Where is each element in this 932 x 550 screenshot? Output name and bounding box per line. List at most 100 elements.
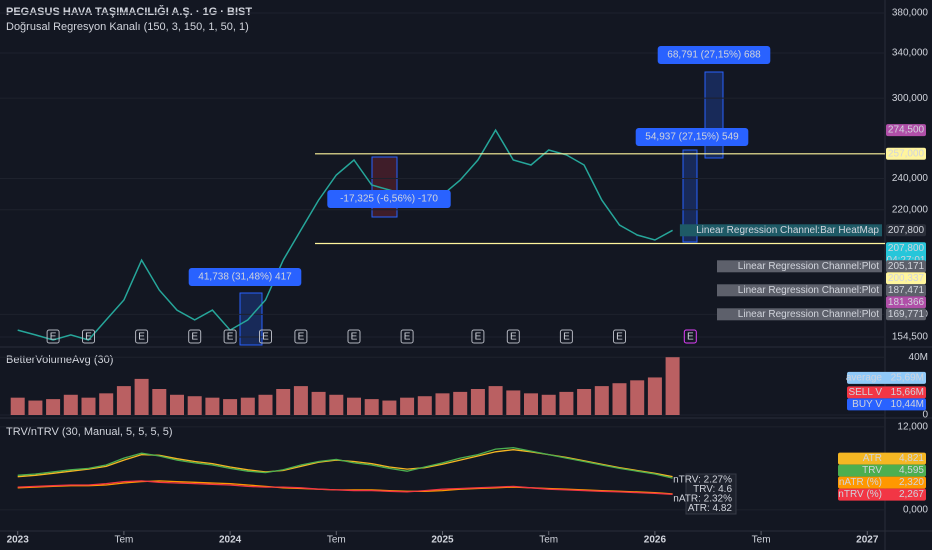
volume-bar: [81, 397, 96, 415]
value-tag-name: SELL V: [848, 387, 882, 398]
indicator-title: Doğrusal Regresyon Kanalı (150, 3, 150, …: [6, 21, 249, 33]
indicator-tag-label: Linear Regression Channel:Plot: [738, 309, 879, 320]
volume-bar: [382, 400, 397, 415]
x-tick-label: Tem: [327, 535, 346, 546]
value-tag: [847, 398, 926, 411]
x-tick-label: Tem: [114, 535, 133, 546]
volume-bar: [435, 393, 450, 415]
price-tag-label: 207,800: [888, 243, 925, 254]
volume-bar: [240, 397, 255, 415]
earnings-marker: [259, 329, 272, 344]
indicator-tag-label: Linear Regression Channel:Bar HeatMap: [696, 225, 879, 236]
volume-bar: [417, 396, 432, 415]
value-tag-label: 15,66M: [891, 387, 924, 398]
value-tag-label: 4,595: [899, 465, 924, 476]
value-tag-name: TRV: [862, 465, 882, 476]
x-tick-label: 2023: [7, 535, 30, 546]
chart-title: PEGASUS HAVA TAŞIMACILIĞI A.Ş. · 1G · BI…: [6, 5, 252, 18]
price-tag: [886, 272, 926, 285]
earnings-marker: [683, 329, 697, 344]
earnings-marker: [223, 329, 237, 344]
value-tag-name: average: [846, 373, 883, 384]
earnings-marker: [400, 329, 414, 344]
value-tag-label: 25,69M: [891, 373, 924, 384]
volume-bar: [170, 394, 184, 415]
price-tag: [886, 124, 926, 137]
earnings-label: E: [616, 332, 623, 343]
value-tag: [838, 476, 926, 489]
earnings-marker: [135, 329, 149, 344]
volume-bar: [347, 397, 361, 415]
y-tick-label: 300,000: [892, 93, 929, 104]
volume-bar: [470, 389, 485, 415]
earnings-label: E: [138, 332, 145, 343]
value-tag: [838, 452, 926, 465]
measure-zone: [239, 292, 263, 346]
y-tick-label: 0: [922, 410, 928, 421]
price-tag-label: 200,337: [888, 273, 925, 284]
volume-bar: [524, 393, 538, 415]
price-tag: [886, 308, 926, 321]
tooltip-line: TRV: 4.6: [693, 484, 732, 495]
value-tag-name: nATR (%): [839, 477, 882, 488]
volume-bar: [612, 383, 627, 415]
earnings-label: E: [191, 332, 198, 343]
y-tick-label: 154,500: [892, 332, 929, 343]
earnings-marker: [347, 329, 361, 344]
value-tag: [847, 371, 926, 384]
measure-label-box: [657, 46, 771, 64]
price-tag-label: 274,500: [888, 125, 925, 136]
value-tag-label: 10,44M: [891, 399, 924, 410]
x-tick-label: 2026: [644, 535, 667, 546]
value-tag-label: 4,821: [899, 453, 924, 464]
volume-bar: [329, 394, 344, 415]
volume-bar: [630, 380, 645, 415]
volume-bar: [258, 394, 273, 415]
y-tick-label: 12,000: [897, 422, 928, 433]
earnings-label: E: [85, 332, 92, 343]
earnings-label: E: [475, 332, 482, 343]
price-tag: [886, 284, 926, 297]
indicator-tag: [679, 224, 882, 237]
measure-label-box: [327, 190, 451, 208]
measure-label: 41,738 (31,48%) 417: [198, 272, 292, 283]
price-tag: [886, 224, 926, 237]
price-tag-label: 207,800: [888, 225, 925, 236]
volume-bar: [364, 399, 379, 415]
tooltip-line: nATR: 2.32%: [673, 494, 732, 505]
volume-bar: [293, 386, 308, 415]
measure-label-box: [635, 128, 749, 146]
indicator-line: [17, 480, 673, 495]
volume-bar: [311, 391, 326, 415]
value-tag-label: 2,267: [899, 489, 924, 500]
indicator-line: [17, 447, 673, 479]
measure-label: 54,937 (27,15%) 549: [645, 132, 739, 143]
measure-label-box: [188, 268, 302, 286]
measure-zone: [682, 149, 698, 243]
volume-bar: [276, 389, 291, 415]
volume-bar: [99, 393, 114, 415]
volume-bar: [400, 397, 415, 415]
earnings-marker: [613, 329, 626, 344]
earnings-label: E: [404, 332, 411, 343]
x-tick-label: 2024: [219, 535, 242, 546]
volume-bar: [152, 389, 167, 415]
earnings-label: E: [687, 332, 694, 343]
volume-bar: [506, 390, 521, 415]
price-tag-label: 187,471: [888, 285, 925, 296]
volume-bar: [488, 386, 503, 415]
indicator-tag-label: Linear Regression Channel:Plot: [738, 261, 879, 272]
volume-bar: [453, 391, 468, 415]
earnings-marker: [188, 329, 202, 344]
volume-bar: [577, 389, 592, 415]
volume-bar: [665, 357, 680, 415]
price-tag-label: 205,171: [888, 261, 925, 272]
x-tick-label: 2025: [431, 535, 454, 546]
indicator-tag: [717, 284, 882, 297]
earnings-label: E: [298, 332, 305, 343]
earnings-marker: [559, 329, 573, 344]
x-tick-label: 2027: [856, 535, 879, 546]
value-tag-name: BUY V: [852, 399, 882, 410]
y-tick-label: 0,000: [903, 505, 928, 516]
earnings-marker: [46, 329, 60, 344]
